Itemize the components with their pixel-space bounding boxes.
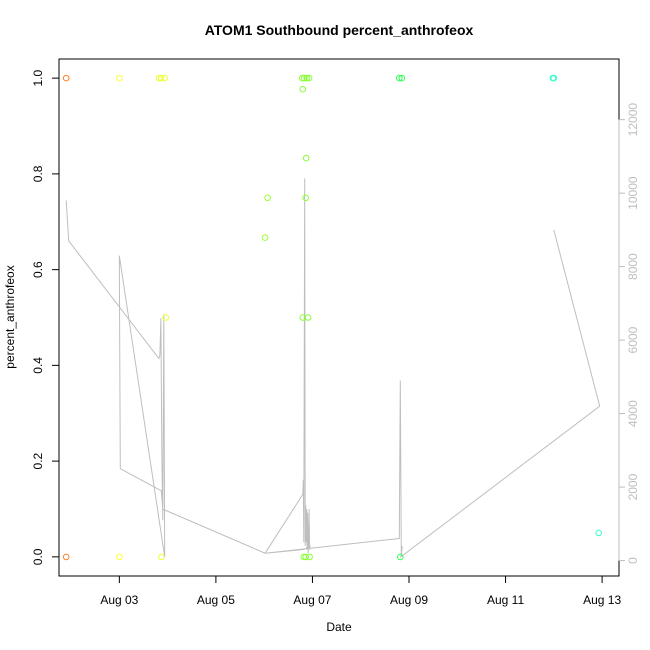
data-point (116, 553, 123, 561)
x-tick-label: Aug 03 (100, 593, 138, 607)
x-axis: Aug 03 Aug 05 Aug 07 Aug 09 Aug 11 Aug 13 (100, 575, 621, 607)
x-tick-label: Aug 13 (583, 593, 621, 607)
data-point (158, 74, 165, 82)
y-tick-label: 0.4 (31, 357, 45, 374)
data-point (304, 314, 312, 321)
y-axis-left: 0.0 0.2 0.4 0.6 0.8 1.0 (31, 69, 60, 565)
data-point (158, 553, 165, 561)
data-point (550, 74, 558, 82)
y-tick-label: 1.0 (31, 69, 45, 86)
data-point (303, 74, 311, 82)
data-point (261, 234, 269, 241)
data-point (299, 74, 306, 82)
points-layer (62, 74, 603, 561)
data-point (62, 553, 70, 561)
data-point (300, 74, 308, 82)
y2-tick-label: 8000 (626, 253, 640, 280)
x-tick-label: Aug 05 (197, 593, 235, 607)
data-point (264, 194, 271, 202)
data-point (302, 154, 310, 162)
data-point (302, 194, 310, 202)
data-point (162, 314, 169, 321)
data-point (306, 553, 313, 561)
data-point (398, 74, 406, 82)
secondary-series-line (65, 178, 601, 559)
data-point (299, 85, 307, 93)
x-tick-label: Aug 09 (390, 593, 428, 607)
data-point (302, 553, 310, 561)
y2-tick-label: 10000 (626, 176, 640, 210)
data-point (62, 74, 70, 82)
y2-tick-label: 6000 (626, 326, 640, 353)
y-axis-right: 0 2000 4000 6000 8000 10000 12000 (618, 103, 640, 564)
gray-line-layer (65, 178, 601, 559)
y2-tick-label: 4000 (626, 400, 640, 427)
data-point (116, 74, 123, 82)
chart-title: ATOM1 Southbound percent_anthrofeox (205, 22, 474, 38)
x-axis-label: Date (326, 620, 352, 634)
y-tick-label: 0.2 (31, 452, 45, 469)
data-point (396, 74, 403, 82)
data-point (305, 74, 313, 82)
x-tick-label: Aug 11 (487, 593, 524, 607)
y-tick-label: 0.0 (31, 548, 45, 565)
y2-tick-label: 2000 (626, 473, 640, 500)
data-point (595, 529, 603, 537)
data-point (397, 553, 404, 561)
y-tick-label: 0.6 (31, 261, 45, 278)
y-tick-label: 0.8 (31, 165, 45, 182)
y2-tick-label: 12000 (626, 103, 640, 137)
y-axis-label: percent_anthrofeox (3, 265, 17, 368)
data-point (161, 74, 168, 82)
x-tick-label: Aug 07 (293, 593, 331, 607)
y2-tick-label: 0 (626, 557, 640, 564)
